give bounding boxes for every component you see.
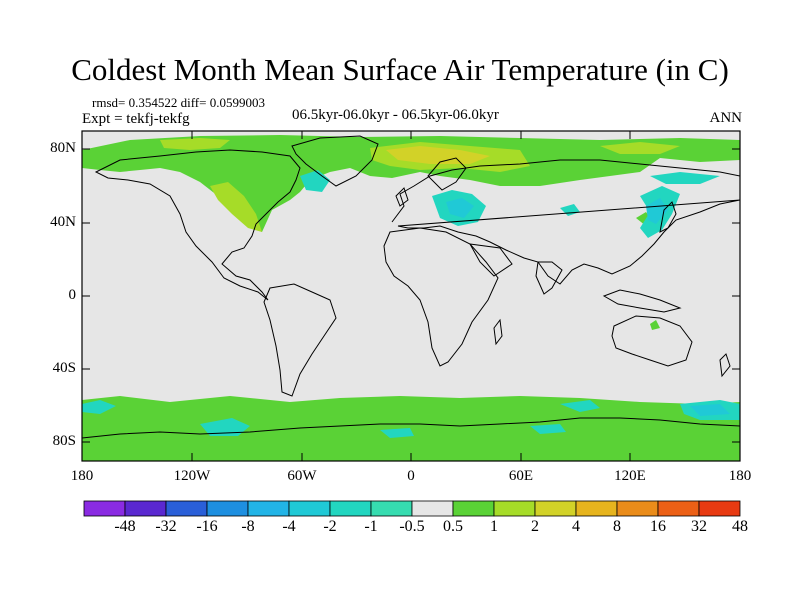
y-tick-80s: 80S bbox=[52, 433, 76, 449]
colorbar-label: 0.5 bbox=[443, 518, 463, 535]
colorbar-label: 48 bbox=[732, 518, 748, 535]
axis-ticks bbox=[82, 131, 740, 461]
x-tick-180w: 180 bbox=[70, 468, 94, 484]
colorbar-label: -4 bbox=[282, 518, 296, 535]
anomaly-patches-neg-mid bbox=[446, 198, 730, 416]
colorbar-label: 8 bbox=[613, 518, 621, 535]
colorbar-swatch bbox=[493, 500, 536, 517]
y-tick-40n: 40N bbox=[50, 214, 76, 230]
coastlines bbox=[82, 135, 740, 439]
colorbar-swatch bbox=[247, 500, 290, 517]
period-label: 06.5kyr-06.0kyr - 06.5kyr-06.0kyr bbox=[292, 107, 499, 123]
anomaly-patches-high bbox=[386, 146, 490, 164]
colorbar-label: -8 bbox=[241, 518, 255, 535]
stats-line: rmsd= 0.354522 diff= 0.0599003 bbox=[92, 95, 265, 110]
x-tick-180e: 180 bbox=[728, 468, 752, 484]
colorbar-swatch bbox=[534, 500, 577, 517]
colorbar-swatch bbox=[616, 500, 659, 517]
colorbar-label: -2 bbox=[323, 518, 337, 535]
colorbar-swatch bbox=[370, 500, 413, 517]
colorbar-swatch bbox=[83, 500, 126, 517]
colorbar-label: -16 bbox=[196, 518, 218, 535]
y-tick-0: 0 bbox=[68, 287, 77, 303]
chart-title: Coldest Month Mean Surface Air Temperatu… bbox=[71, 52, 729, 87]
colorbar-swatch bbox=[411, 500, 454, 517]
colorbar-swatch bbox=[288, 500, 331, 517]
colorbar-label: 16 bbox=[650, 518, 666, 535]
colorbar-swatch bbox=[698, 500, 741, 517]
x-tick-120w: 120W bbox=[173, 468, 211, 484]
y-tick-80n: 80N bbox=[50, 140, 76, 156]
season-label: ANN bbox=[709, 110, 743, 126]
colorbar-swatch bbox=[124, 500, 167, 517]
colorbar-label: 1 bbox=[490, 518, 498, 535]
colorbar-swatch bbox=[206, 500, 249, 517]
x-tick-60e: 60E bbox=[508, 468, 534, 484]
colorbar-label: 4 bbox=[572, 518, 580, 535]
colorbar-swatch bbox=[165, 500, 208, 517]
y-tick-40s: 40S bbox=[52, 360, 76, 376]
colorbar-label: -32 bbox=[155, 518, 177, 535]
x-tick-60w: 60W bbox=[287, 468, 317, 484]
x-tick-0: 0 bbox=[407, 468, 415, 484]
anomaly-patches-negative bbox=[82, 170, 740, 438]
colorbar-label: 2 bbox=[531, 518, 539, 535]
colorbar-label: -48 bbox=[114, 518, 136, 535]
experiment-label: Expt = tekfj-tekfg bbox=[82, 111, 190, 127]
colorbar-swatch bbox=[657, 500, 700, 517]
colorbar-swatch bbox=[575, 500, 618, 517]
colorbar-label: -0.5 bbox=[399, 518, 425, 535]
x-tick-120e: 120E bbox=[614, 468, 646, 484]
colorbar-swatch bbox=[329, 500, 372, 517]
colorbar-label: -1 bbox=[364, 518, 378, 535]
colorbar-swatch bbox=[452, 500, 495, 517]
colorbar-label: 32 bbox=[691, 518, 707, 535]
